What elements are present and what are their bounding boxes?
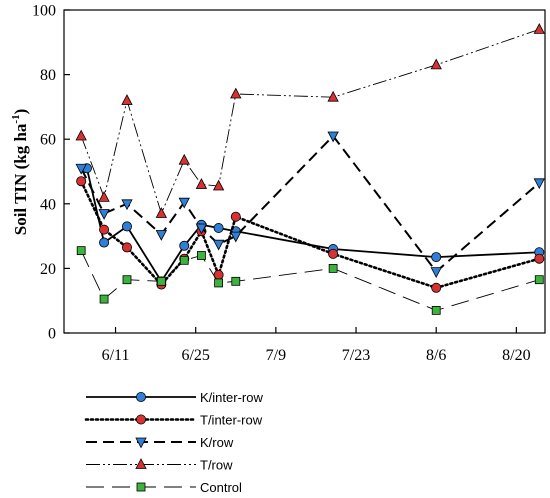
- data-point: [431, 252, 442, 263]
- data-point: [195, 223, 208, 235]
- y-tick-label: 20: [40, 261, 56, 278]
- y-tick-label: 100: [32, 3, 56, 20]
- legend-item: T/inter-row: [84, 413, 263, 428]
- y-tick-label: 40: [40, 196, 56, 213]
- data-point: [76, 176, 87, 187]
- data-point: [99, 224, 110, 235]
- data-point: [534, 275, 544, 285]
- data-point: [213, 223, 224, 234]
- data-point: [431, 305, 441, 315]
- series-line-0: [86, 168, 540, 283]
- data-point: [121, 221, 132, 232]
- data-point: [328, 263, 338, 273]
- series-line-4: [80, 250, 540, 311]
- legend-marker: [135, 458, 147, 469]
- x-axis: 6/11 6/25 7/9 7/23 8/6 8/20: [102, 327, 531, 364]
- data-point: [212, 239, 225, 251]
- series-line-3: [80, 28, 540, 215]
- legend-label: K/inter-row: [200, 390, 263, 405]
- data-point: [156, 276, 166, 286]
- data-point: [430, 267, 442, 278]
- data-point: [214, 278, 224, 288]
- data-point: [431, 282, 442, 293]
- x-tick-label: 8/20: [502, 347, 530, 364]
- data-point: [179, 240, 190, 251]
- data-point: [76, 246, 86, 256]
- y-axis-label: Soil TIN (kg ha-1): [10, 109, 30, 236]
- data-point: [99, 237, 110, 248]
- data-point: [195, 178, 208, 189]
- x-tick-label: 7/23: [342, 347, 370, 364]
- series-4: [76, 246, 544, 315]
- data-point: [327, 131, 339, 143]
- legend-marker: [135, 437, 147, 449]
- data-point: [230, 231, 242, 243]
- data-point: [178, 197, 190, 209]
- data-point: [178, 153, 190, 165]
- series-1: [76, 176, 545, 293]
- legend-item: K/inter-row: [86, 390, 263, 405]
- data-point: [122, 275, 132, 285]
- data-point: [121, 94, 133, 105]
- legend-label: K/row: [200, 435, 234, 450]
- legend-marker: [136, 482, 146, 492]
- data-point: [121, 242, 132, 253]
- data-point: [155, 230, 168, 241]
- x-tick-label: 7/9: [266, 347, 286, 364]
- data-point: [98, 190, 110, 202]
- series-3: [75, 23, 545, 218]
- legend-label: Control: [200, 480, 242, 495]
- x-tick-label: 8/6: [426, 347, 446, 364]
- data-point: [75, 163, 87, 175]
- plot-area: [63, 9, 546, 334]
- legend: K/inter-row T/inter-row K/row T/row Control: [84, 390, 263, 495]
- legend-marker: [135, 414, 146, 425]
- series-line-2: [80, 134, 540, 274]
- y-tick-label: 80: [40, 67, 56, 84]
- y-tick-label: 60: [40, 132, 56, 149]
- data-point: [533, 23, 545, 34]
- x-tick-label: 6/11: [102, 347, 130, 364]
- data-point: [328, 248, 339, 259]
- data-point: [75, 129, 87, 141]
- x-tick-label: 6/25: [181, 347, 209, 364]
- data-point: [99, 294, 109, 304]
- data-point: [155, 207, 168, 218]
- data-point: [231, 276, 241, 286]
- data-point: [179, 255, 189, 265]
- legend-label: T/inter-row: [200, 413, 263, 428]
- y-axis: 0 20 40 60 80 100: [32, 3, 70, 343]
- data-point: [230, 87, 242, 99]
- data-point: [533, 178, 545, 190]
- data-point: [197, 251, 206, 260]
- data-point: [230, 211, 241, 222]
- data-point: [534, 253, 545, 264]
- data-point: [212, 179, 225, 191]
- data-point: [430, 58, 442, 70]
- plot-frame: [63, 9, 546, 334]
- y-tick-label: 0: [48, 326, 56, 343]
- legend-item: K/row: [86, 435, 234, 450]
- legend-item: Control: [86, 480, 242, 495]
- legend-item: T/row: [86, 458, 233, 473]
- data-point: [121, 199, 133, 211]
- legend-marker: [135, 391, 146, 402]
- legend-label: T/row: [200, 458, 233, 473]
- data-point: [98, 209, 110, 220]
- series-2: [75, 131, 545, 278]
- data-point: [327, 90, 339, 102]
